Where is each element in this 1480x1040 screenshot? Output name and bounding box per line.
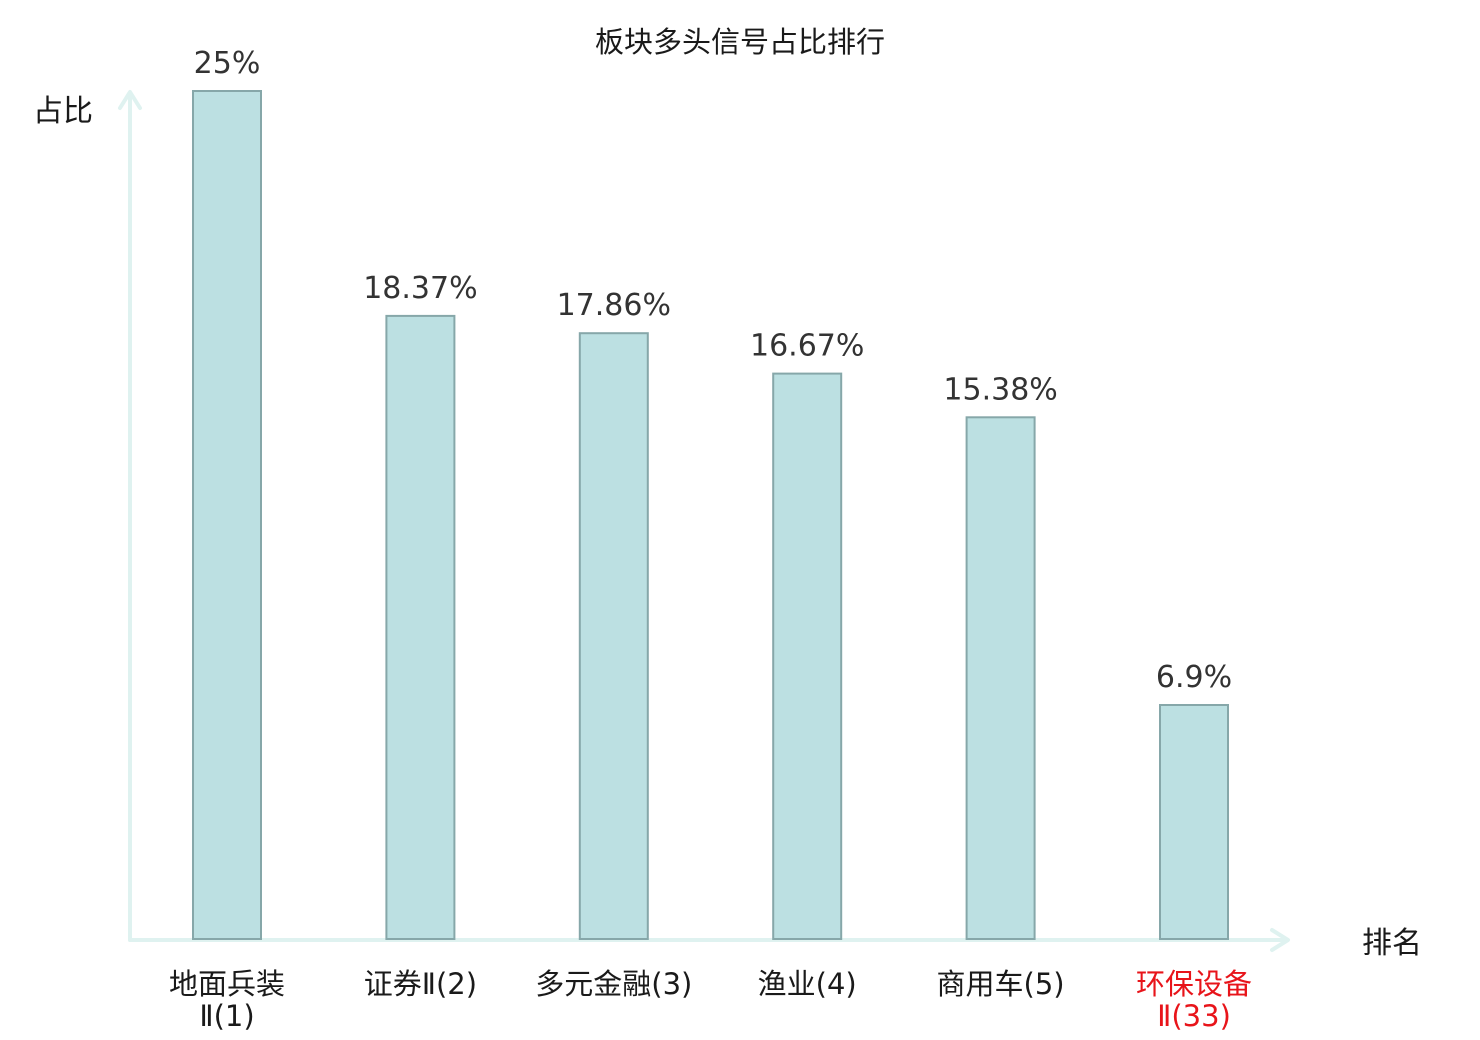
category-label-2: 证券Ⅱ(2)	[364, 967, 477, 1001]
category-label-4: 渔业(4)	[758, 967, 857, 1001]
value-label-3: 17.86%	[557, 288, 671, 323]
category-label-5: 商用车(5)	[937, 967, 1065, 1001]
bar-6	[1159, 704, 1229, 940]
chart-axes	[118, 90, 1290, 952]
category-label-6-line-1: 环保设备	[1136, 967, 1252, 1001]
x-axis-label: 排名	[1362, 926, 1422, 961]
bars	[192, 90, 1229, 941]
bar-2	[385, 314, 456, 940]
category-label-6-line-2: Ⅱ(33)	[1157, 999, 1231, 1033]
value-label-1: 25%	[194, 46, 261, 81]
value-label-2: 18.37%	[363, 271, 477, 306]
value-label-5: 15.38%	[943, 372, 1057, 407]
x-axis-arrow	[1270, 928, 1290, 952]
category-label-3: 多元金融(3)	[535, 967, 692, 1001]
value-labels: 25% 18.37% 17.86% 16.67% 15.38% 6.9%	[194, 46, 1232, 695]
y-axis-label: 占比	[33, 94, 93, 129]
category-label-1-line-2: Ⅱ(1)	[199, 999, 254, 1033]
bar-3	[578, 332, 649, 940]
value-label-6: 6.9%	[1156, 660, 1232, 695]
bar-1	[192, 90, 262, 940]
bar-5	[965, 416, 1036, 940]
category-label-1-line-1: 地面兵装	[169, 967, 285, 1001]
y-axis-arrow	[118, 90, 142, 110]
bar-4	[772, 372, 843, 941]
value-label-4: 16.67%	[750, 329, 864, 364]
chart-title: 板块多头信号占比排行	[595, 25, 885, 59]
